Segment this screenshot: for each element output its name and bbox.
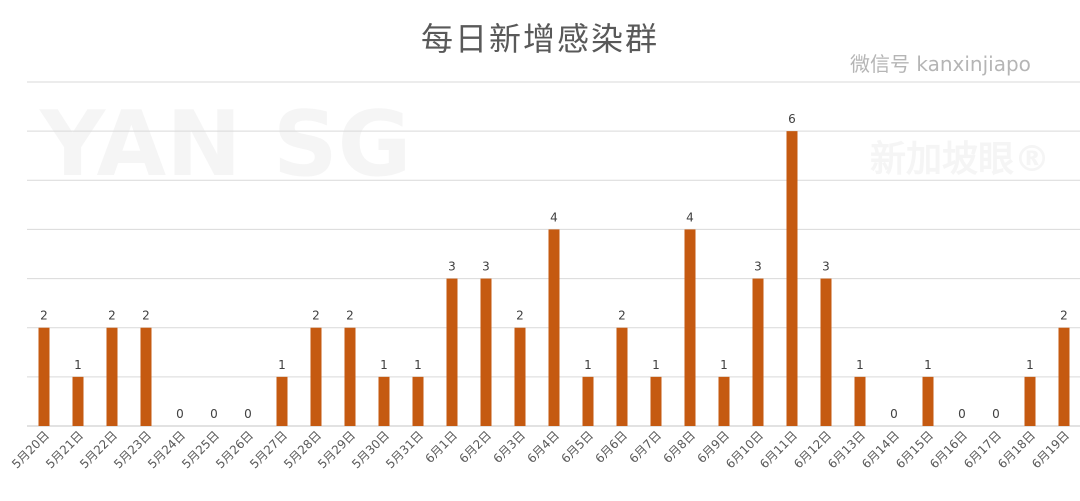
data-label: 1 bbox=[720, 358, 728, 372]
data-label: 4 bbox=[686, 210, 694, 224]
data-label: 1 bbox=[652, 358, 660, 372]
data-label: 2 bbox=[516, 309, 524, 323]
data-label: 2 bbox=[142, 309, 150, 323]
data-label: 1 bbox=[414, 358, 422, 372]
watermark-wechat: 微信号 kanxinjiapo bbox=[850, 52, 1031, 76]
bar bbox=[310, 327, 322, 426]
bar bbox=[412, 376, 424, 426]
bar bbox=[514, 327, 526, 426]
data-label: 3 bbox=[822, 260, 830, 274]
data-label: 3 bbox=[754, 260, 762, 274]
data-label: 0 bbox=[958, 407, 966, 421]
bar bbox=[650, 376, 662, 426]
data-label: 2 bbox=[346, 309, 354, 323]
bar bbox=[922, 376, 934, 426]
data-label: 3 bbox=[448, 260, 456, 274]
data-label: 0 bbox=[992, 407, 1000, 421]
data-label: 1 bbox=[924, 358, 932, 372]
x-tick-label: 6月1日 bbox=[422, 428, 460, 466]
bar bbox=[820, 278, 832, 426]
bar bbox=[38, 327, 50, 426]
data-label: 1 bbox=[278, 358, 286, 372]
bar bbox=[548, 229, 560, 426]
chart-title: 每日新增感染群 bbox=[420, 20, 659, 58]
bar bbox=[752, 278, 764, 426]
data-label: 2 bbox=[40, 309, 48, 323]
x-tick-label: 6月5日 bbox=[558, 428, 596, 466]
x-tick-label: 6月4日 bbox=[524, 428, 562, 466]
x-tick-label: 5月31日 bbox=[383, 428, 426, 471]
bar bbox=[446, 278, 458, 426]
data-label: 1 bbox=[1026, 358, 1034, 372]
bar bbox=[1024, 376, 1036, 426]
data-label: 4 bbox=[550, 210, 558, 224]
bar bbox=[854, 376, 866, 426]
bar bbox=[582, 376, 594, 426]
data-label: 2 bbox=[1060, 309, 1068, 323]
data-label: 1 bbox=[380, 358, 388, 372]
bar bbox=[480, 278, 492, 426]
bar bbox=[276, 376, 288, 426]
data-label: 0 bbox=[176, 407, 184, 421]
watermark-logo: YAN SG bbox=[40, 92, 412, 197]
data-label: 0 bbox=[890, 407, 898, 421]
bar bbox=[616, 327, 628, 426]
bar bbox=[684, 229, 696, 426]
data-label: 1 bbox=[856, 358, 864, 372]
data-label: 3 bbox=[482, 260, 490, 274]
x-tick-label: 6月8日 bbox=[660, 428, 698, 466]
bar bbox=[786, 131, 798, 426]
x-tick-label: 6月7日 bbox=[626, 428, 664, 466]
bar bbox=[378, 376, 390, 426]
data-label: 2 bbox=[618, 309, 626, 323]
bar bbox=[72, 376, 84, 426]
bar bbox=[106, 327, 118, 426]
data-label: 2 bbox=[108, 309, 116, 323]
x-tick-label: 6月6日 bbox=[592, 428, 630, 466]
watermark-logo-sub: 新加坡眼® bbox=[870, 139, 1051, 180]
bar bbox=[718, 376, 730, 426]
data-label: 0 bbox=[210, 407, 218, 421]
data-label: 1 bbox=[74, 358, 82, 372]
bar bbox=[344, 327, 356, 426]
data-label: 1 bbox=[584, 358, 592, 372]
x-tick-label: 6月19日 bbox=[1029, 428, 1072, 471]
x-tick-label: 6月3日 bbox=[490, 428, 528, 466]
bar bbox=[1058, 327, 1070, 426]
x-tick-label: 6月2日 bbox=[456, 428, 494, 466]
bar bbox=[140, 327, 152, 426]
data-label: 0 bbox=[244, 407, 252, 421]
data-label: 6 bbox=[788, 112, 796, 126]
data-label: 2 bbox=[312, 309, 320, 323]
